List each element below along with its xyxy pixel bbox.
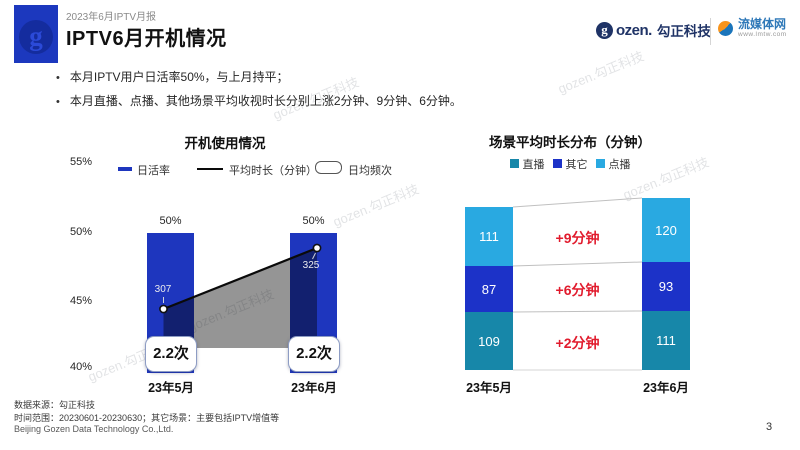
gozen-logo-letter: g: [19, 20, 53, 54]
right-chart-legend: 直播 其它 点播: [450, 156, 690, 172]
lmtw-brand: 流媒体网 www.lmtw.com: [718, 18, 787, 38]
lmtw-brand-name: 流媒体网: [738, 17, 787, 31]
y-tick: 40%: [69, 361, 92, 373]
frequency-callout-june: 2.2次: [288, 336, 340, 372]
segment-other-may: 87: [465, 266, 513, 312]
right-chart-title: 场景平均时长分布（分钟）: [489, 135, 651, 150]
legend-swatch-other: [552, 159, 562, 168]
legend-label-avg-duration: 平均时长（分钟）: [229, 165, 317, 177]
bar-value-label: 50%: [302, 215, 325, 227]
y-tick: 45%: [69, 295, 92, 307]
legend-label-daily-active: 日活率: [137, 165, 170, 177]
segment-live-may: 109: [465, 312, 513, 370]
legend-swatch-daily-active: [118, 167, 132, 171]
line-value-june: 325: [302, 260, 320, 271]
left-chart-title: 开机使用情况: [184, 136, 266, 151]
bullet-item: • 本月直播、点播、其他场景平均收视时长分别上涨2分钟、9分钟、6分钟。: [56, 92, 576, 109]
bullet-dot: •: [56, 72, 60, 84]
segment-vod-june: 120: [642, 198, 690, 262]
page-title: IPTV6月开机情况: [66, 28, 227, 50]
gozen-brand-name: 勾正科技: [656, 24, 711, 39]
brand-divider: [710, 18, 711, 45]
frequency-callout-may: 2.2次: [145, 336, 197, 372]
gozen-brand-word: ozen.: [616, 21, 652, 39]
lmtw-brand-url: www.lmtw.com: [738, 31, 787, 38]
footer-source: 数据来源：勾正科技: [14, 400, 96, 410]
legend-item-live: 直播: [509, 156, 545, 172]
y-tick: 50%: [69, 226, 92, 238]
x-label-may: 23年5月: [148, 381, 194, 395]
y-tick: 55%: [69, 156, 92, 168]
lmtw-logo-icon: [718, 20, 733, 36]
bar-value-label: 50%: [159, 215, 182, 227]
report-label: 2023年6月IPTV月报: [66, 12, 157, 23]
gozen-brand: g ozen. 勾正科技: [596, 20, 711, 40]
legend-label-daily-frequency: 日均频次: [348, 165, 392, 177]
delta-vod: +9分钟: [555, 230, 600, 246]
delta-live: +2分钟: [555, 335, 600, 351]
segment-live-june: 111: [642, 311, 690, 370]
x-label-may-right: 23年5月: [466, 381, 512, 395]
page-number: 3: [766, 421, 773, 433]
legend-item-other: 其它: [552, 156, 588, 172]
legend-swatch-daily-frequency: [315, 161, 342, 174]
bullet-text: 本月IPTV用户日活率50%，与上月持平；: [69, 70, 289, 84]
gozen-brand-icon: g: [596, 21, 613, 39]
x-label-june-right: 23年6月: [643, 381, 689, 395]
segment-vod-may: 111: [465, 207, 513, 266]
bullet-text: 本月直播、点播、其他场景平均收视时长分别上涨2分钟、9分钟、6分钟。: [69, 94, 462, 108]
watermark: gozen.勾正科技: [330, 181, 421, 230]
gozen-logo-icon: g: [14, 5, 58, 63]
x-label-june: 23年6月: [291, 381, 337, 395]
bullet-dot: •: [56, 96, 60, 108]
legend-swatch-vod: [595, 159, 605, 168]
line-value-may: 307: [154, 284, 172, 295]
segment-other-june: 93: [642, 262, 690, 311]
legend-swatch-avg-duration: [197, 168, 223, 170]
footer-range: 时间范围：20230601-20230630；其它场景：主要包括IPTV增值等: [14, 413, 280, 423]
delta-other: +6分钟: [555, 282, 600, 298]
legend-item-vod: 点播: [595, 156, 631, 172]
bullet-item: • 本月IPTV用户日活率50%，与上月持平；: [56, 68, 576, 85]
watermark: gozen.勾正科技: [185, 286, 276, 335]
legend-swatch-live: [509, 159, 519, 168]
footer-company: Beijing Gozen Data Technology Co.,Ltd.: [14, 424, 174, 434]
